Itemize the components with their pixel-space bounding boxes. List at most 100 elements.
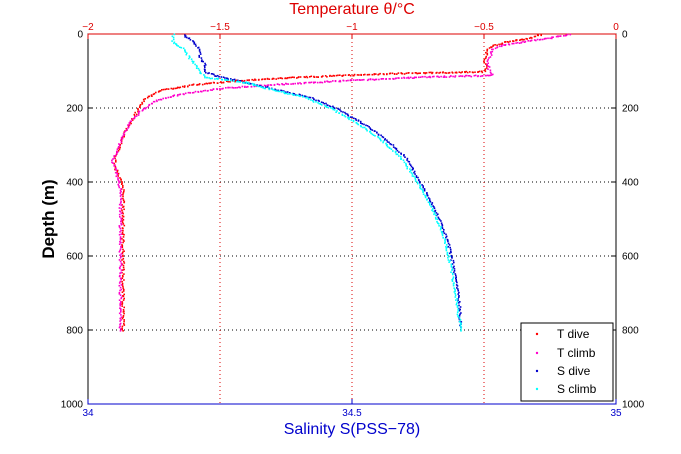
data-point [295,94,298,97]
data-point [373,79,376,81]
data-point [187,37,190,40]
data-point [208,72,210,74]
data-point [119,304,122,307]
data-point [338,112,340,114]
data-point [400,72,402,74]
data-point [440,222,443,224]
data-point [538,39,541,41]
data-point [278,90,281,93]
data-point [124,130,126,132]
data-point [478,70,481,73]
data-point [123,201,125,204]
data-point [194,43,197,46]
data-point [312,101,315,103]
data-point [414,180,417,182]
data-point [315,99,317,102]
data-point [484,69,486,72]
data-point [123,279,125,281]
data-point [459,301,461,303]
data-point [285,92,287,95]
data-point [419,182,421,184]
data-point [566,33,569,36]
data-point [339,80,342,83]
x-bottom-tick-label: 34 [82,408,94,419]
data-point [119,294,122,296]
data-point [356,122,359,125]
data-point [197,67,200,70]
data-point [397,72,400,74]
data-point [145,106,147,109]
legend-swatch-t-dive [535,332,539,336]
data-point [324,75,327,77]
data-point [271,88,273,90]
data-point [416,181,419,184]
data-point [122,230,124,232]
data-point [432,208,434,210]
data-point [408,77,410,80]
data-point [352,120,355,123]
data-point [121,181,123,183]
data-point [453,261,455,264]
data-point [153,100,156,103]
data-point [484,70,487,73]
data-point [323,102,326,105]
data-point [202,90,205,92]
data-point [122,316,124,319]
legend-label-t-climb: T climb [557,346,596,360]
data-point [513,42,515,45]
data-point [454,294,457,297]
data-point [129,120,132,123]
data-point [456,287,458,289]
data-point [130,120,133,122]
data-point [165,97,167,100]
data-point [498,43,500,46]
data-point [117,177,119,179]
data-point [141,101,143,104]
data-point [377,134,380,136]
data-point [209,77,212,80]
data-point [133,117,136,120]
data-point [220,76,223,78]
y-tick-label-right: 600 [622,252,639,263]
data-point [449,260,451,262]
data-point [460,321,463,323]
data-point [335,111,337,113]
data-point [530,39,533,42]
data-point [250,83,252,85]
data-point [377,136,380,139]
data-point [254,84,257,86]
data-point [192,60,195,63]
data-point [456,313,459,316]
data-point [121,217,124,220]
data-point [380,134,382,137]
data-point [375,78,378,81]
data-point [114,166,117,168]
data-point [449,255,451,258]
data-point [182,47,185,50]
data-point [171,35,174,38]
data-point [487,65,490,68]
data-point [439,71,442,74]
data-point [471,71,474,73]
data-point [122,184,124,187]
data-point [248,79,250,82]
data-point [243,79,246,82]
data-point [454,75,457,77]
data-point [413,171,415,174]
data-point [122,309,125,311]
data-point [444,239,446,242]
data-point [477,71,479,73]
data-point [315,76,318,78]
data-point [119,289,121,292]
data-point [424,72,426,74]
data-point [120,141,123,144]
data-point [429,199,431,202]
data-point [354,79,357,81]
data-point [138,112,140,115]
data-point [141,103,144,105]
data-point [485,51,487,54]
data-point [247,81,249,84]
data-point [121,221,124,224]
data-point [332,105,334,108]
data-point [115,169,118,171]
